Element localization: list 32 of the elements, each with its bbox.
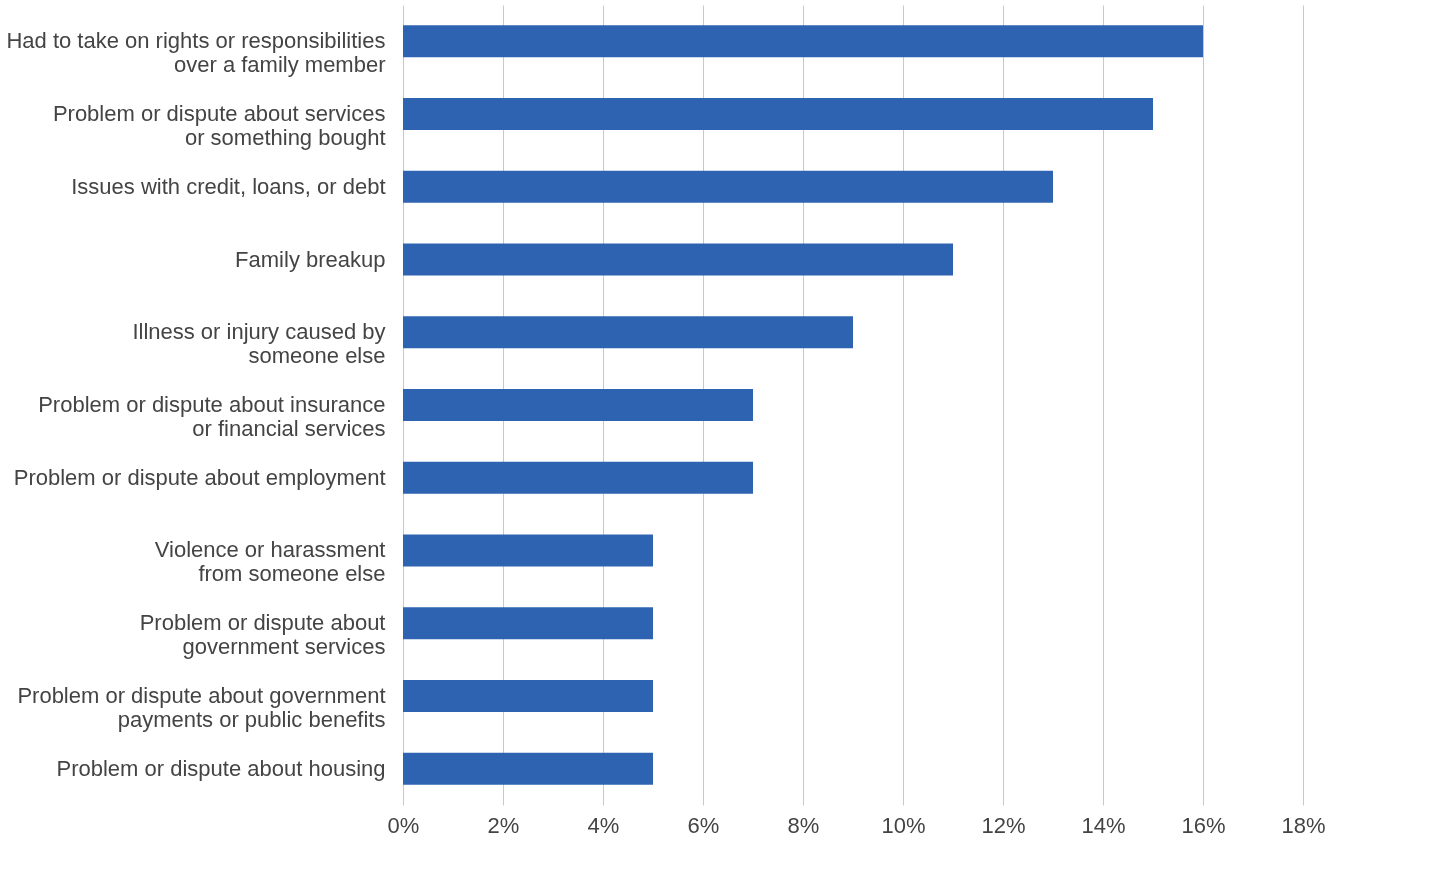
- bar: [403, 461, 753, 494]
- y-tick-label: Problem or dispute about government services: [139, 610, 386, 660]
- bar: [403, 25, 1203, 58]
- bar: [403, 389, 753, 421]
- bar: [403, 170, 1053, 203]
- y-tick-label: Problem or dispute about government payments or public benefits: [17, 682, 386, 732]
- bar: [403, 243, 953, 276]
- y-tick-label: Illness or injury caused by someone else: [132, 319, 386, 369]
- x-tick-label: 18%: [1281, 812, 1326, 838]
- bar: [403, 98, 1153, 131]
- y-tick-label: Problem or dispute about employment: [13, 464, 386, 490]
- y-tick-label: Issues with credit, loans, or debt: [71, 173, 386, 199]
- x-tick-label: 8%: [787, 812, 820, 838]
- y-tick-label: Family breakup: [235, 246, 386, 272]
- bar: [403, 679, 653, 712]
- y-tick-label: Problem or dispute about insurance or financial services: [38, 392, 386, 441]
- y-tick-label: Problem or dispute about services or something bought: [52, 101, 386, 151]
- y-tick-label: Had to take on rights or responsibilities over a family member: [6, 28, 386, 78]
- x-tick-label: 12%: [981, 812, 1026, 838]
- bar: [403, 534, 653, 567]
- bar: [403, 607, 653, 640]
- x-tick-label: 10%: [881, 812, 926, 838]
- x-tick-label: 4%: [587, 812, 620, 838]
- x-tick-label: 2%: [487, 812, 520, 838]
- y-tick-label: Problem or dispute about housing: [56, 755, 386, 781]
- x-tick-label: 6%: [687, 812, 720, 838]
- bar: [403, 752, 653, 785]
- bar: [403, 316, 853, 349]
- y-tick-label: Violence or harassment from someone else: [154, 537, 386, 587]
- x-tick-label: 14%: [1081, 812, 1126, 838]
- x-tick-label: 0%: [387, 812, 420, 838]
- x-tick-label: 16%: [1181, 812, 1226, 838]
